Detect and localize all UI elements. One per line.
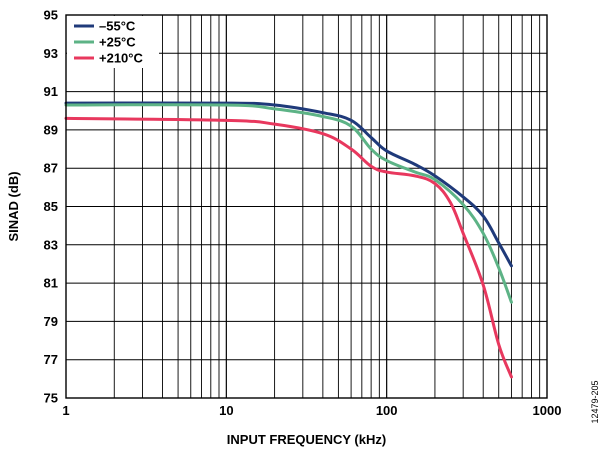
x-tick-labels: 1 10 100 1000 bbox=[62, 403, 561, 418]
plot-frame bbox=[65, 14, 548, 399]
legend-label: –55°C bbox=[99, 19, 136, 34]
y-tick-label: 95 bbox=[44, 8, 58, 23]
x-tick-label: 100 bbox=[376, 403, 398, 418]
y-tick-label: 83 bbox=[44, 237, 58, 252]
y-tick-label: 79 bbox=[44, 314, 58, 329]
legend: –55°C+25°C+210°C bbox=[67, 16, 159, 68]
series-line-2 bbox=[64, 103, 513, 304]
series-line-1 bbox=[64, 101, 513, 268]
x-axis-label: INPUT FREQUENCY (kHz) bbox=[227, 432, 386, 447]
series-line-3 bbox=[64, 116, 513, 379]
y-tick-label: 87 bbox=[44, 161, 58, 176]
y-tick-label: 93 bbox=[44, 46, 58, 61]
y-tick-label: 85 bbox=[44, 199, 58, 214]
y-tick-labels: 75 77 79 81 83 85 87 89 91 93 95 bbox=[44, 8, 58, 406]
y-tick-label: 91 bbox=[44, 84, 58, 99]
legend-label: +210°C bbox=[99, 51, 143, 66]
y-tick-label: 77 bbox=[44, 352, 58, 367]
y-tick-label: 81 bbox=[44, 276, 58, 291]
legend-label: +25°C bbox=[99, 35, 136, 50]
x-tick-label: 10 bbox=[219, 403, 233, 418]
y-axis-label: SINAD (dB) bbox=[6, 171, 21, 241]
x-tick-label: 1000 bbox=[533, 403, 562, 418]
figure-id: 12479-205 bbox=[590, 380, 600, 423]
y-tick-label: 89 bbox=[44, 122, 58, 137]
grid bbox=[66, 15, 547, 398]
y-tick-label: 75 bbox=[44, 391, 58, 406]
series-lines bbox=[64, 101, 513, 379]
x-tick-label: 1 bbox=[62, 403, 69, 418]
